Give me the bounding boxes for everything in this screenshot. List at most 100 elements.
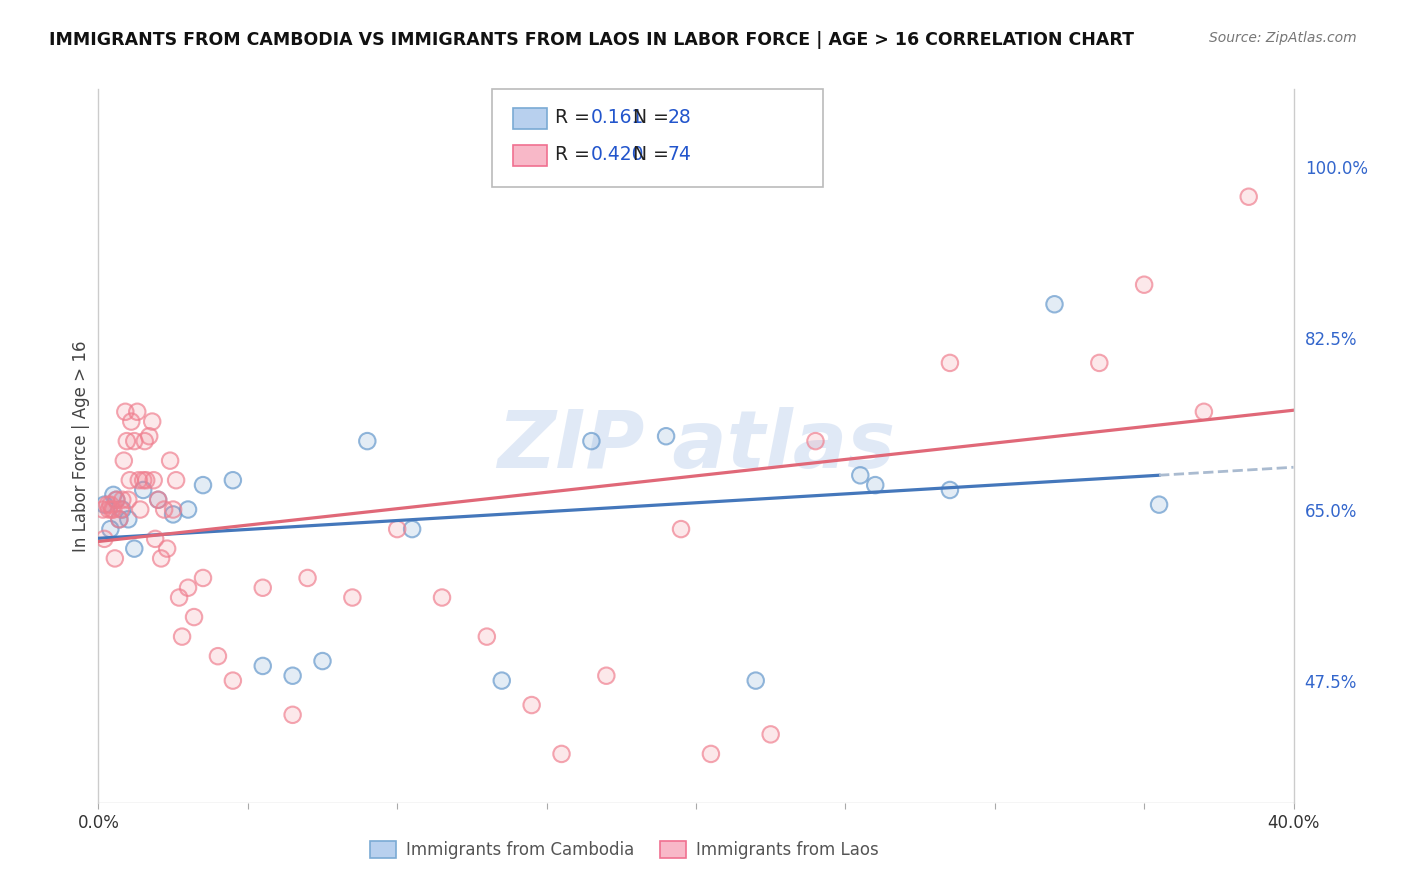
Point <box>281 669 304 683</box>
Point <box>134 434 156 449</box>
Point <box>148 492 170 507</box>
Point <box>669 522 692 536</box>
Point <box>132 483 155 497</box>
Point <box>177 502 200 516</box>
Point <box>1088 356 1111 370</box>
Point <box>222 473 245 487</box>
Point <box>177 581 200 595</box>
Point <box>93 532 115 546</box>
Point <box>939 483 962 497</box>
Point <box>117 492 139 507</box>
Point <box>655 429 678 443</box>
Point <box>491 673 513 688</box>
Point <box>124 434 146 449</box>
Point <box>167 591 190 605</box>
Point <box>475 630 498 644</box>
Point <box>183 610 205 624</box>
Point <box>111 492 134 507</box>
Point <box>281 707 304 722</box>
Point <box>311 654 333 668</box>
Point <box>103 488 125 502</box>
Point <box>115 434 138 449</box>
Point <box>105 492 128 507</box>
Point <box>222 673 245 688</box>
Point <box>96 498 118 512</box>
Point <box>110 502 132 516</box>
Point <box>550 747 572 761</box>
Point <box>167 591 190 605</box>
Point <box>401 522 423 536</box>
Point <box>96 498 118 512</box>
Text: 28: 28 <box>668 108 692 128</box>
Point <box>430 591 453 605</box>
Point <box>804 434 827 449</box>
Point <box>1147 498 1170 512</box>
Point <box>111 492 134 507</box>
Point <box>159 453 181 467</box>
Text: N =: N = <box>633 108 675 128</box>
Point <box>138 429 160 443</box>
Point <box>142 473 165 487</box>
Point <box>135 473 157 487</box>
Point <box>120 415 142 429</box>
Point <box>127 405 149 419</box>
Point <box>108 512 131 526</box>
Point <box>385 522 409 536</box>
Point <box>669 522 692 536</box>
Point <box>142 473 165 487</box>
Point <box>98 498 122 512</box>
Point <box>120 415 142 429</box>
Point <box>700 747 723 761</box>
Point <box>162 502 184 516</box>
Text: 0.161: 0.161 <box>591 108 644 128</box>
Point <box>759 727 782 741</box>
Point <box>101 502 124 516</box>
Point <box>191 478 214 492</box>
Point <box>356 434 378 449</box>
Point <box>1192 405 1215 419</box>
Point <box>1343 258 1365 272</box>
Point <box>129 502 152 516</box>
Point <box>804 434 827 449</box>
Legend: Immigrants from Cambodia, Immigrants from Laos: Immigrants from Cambodia, Immigrants fro… <box>363 834 886 866</box>
Point <box>93 498 115 512</box>
Point <box>93 498 115 512</box>
Point <box>342 591 364 605</box>
Point <box>132 473 155 487</box>
Point <box>105 492 128 507</box>
Point <box>127 405 149 419</box>
Point <box>865 478 887 492</box>
Point <box>1237 190 1260 204</box>
Point <box>177 502 200 516</box>
Point <box>124 434 146 449</box>
Point <box>153 502 176 516</box>
Text: R =: R = <box>555 145 596 164</box>
Point <box>124 541 146 556</box>
Point <box>117 512 139 526</box>
Point <box>156 541 179 556</box>
Point <box>132 483 155 497</box>
Point <box>849 468 872 483</box>
Point <box>1043 297 1066 311</box>
Point <box>1133 277 1156 292</box>
Point <box>103 502 125 516</box>
Point <box>311 654 333 668</box>
Point <box>183 610 205 624</box>
Point <box>165 473 187 487</box>
Text: R =: R = <box>555 108 596 128</box>
Point <box>491 673 513 688</box>
Point <box>430 591 453 605</box>
Point <box>98 522 122 536</box>
Point <box>162 508 184 522</box>
Point <box>114 405 136 419</box>
Point <box>138 429 160 443</box>
Point <box>700 747 723 761</box>
Point <box>550 747 572 761</box>
Point <box>97 502 120 516</box>
Point <box>98 522 122 536</box>
Point <box>745 673 768 688</box>
Point <box>1298 297 1320 311</box>
Point <box>759 727 782 741</box>
Point <box>281 669 304 683</box>
Point <box>143 532 166 546</box>
